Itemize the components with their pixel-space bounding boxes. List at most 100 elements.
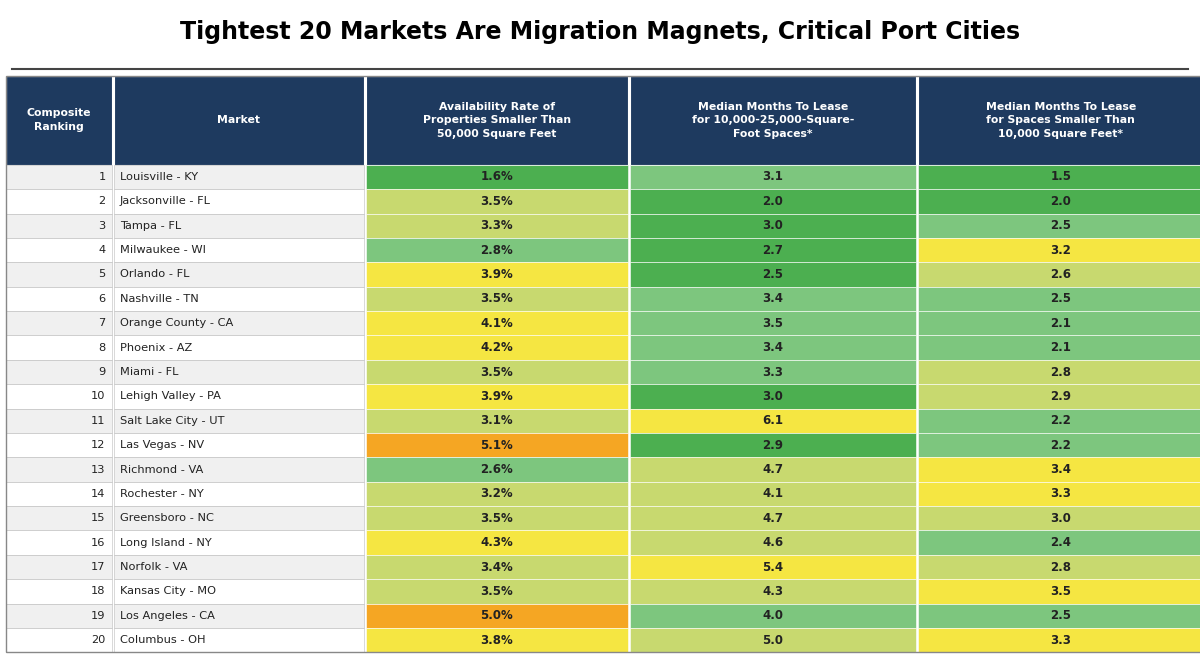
FancyBboxPatch shape xyxy=(918,238,1200,262)
FancyBboxPatch shape xyxy=(630,457,916,482)
FancyBboxPatch shape xyxy=(918,604,1200,628)
FancyBboxPatch shape xyxy=(630,189,916,214)
FancyBboxPatch shape xyxy=(630,482,916,506)
Text: Median Months To Lease
for Spaces Smaller Than
10,000 Square Feet*: Median Months To Lease for Spaces Smalle… xyxy=(985,101,1136,139)
Text: 3.4%: 3.4% xyxy=(480,561,514,573)
Text: 3.2%: 3.2% xyxy=(480,488,514,500)
Text: 15: 15 xyxy=(91,513,106,523)
Text: Tampa - FL: Tampa - FL xyxy=(120,221,181,231)
Text: Norfolk - VA: Norfolk - VA xyxy=(120,562,187,572)
FancyBboxPatch shape xyxy=(366,360,628,384)
FancyBboxPatch shape xyxy=(6,604,112,628)
Text: 9: 9 xyxy=(98,367,106,377)
FancyBboxPatch shape xyxy=(630,555,916,579)
FancyBboxPatch shape xyxy=(6,335,112,360)
FancyBboxPatch shape xyxy=(6,506,112,530)
Text: 2.9: 2.9 xyxy=(1050,390,1072,403)
FancyBboxPatch shape xyxy=(114,360,364,384)
Text: 3.0: 3.0 xyxy=(762,219,784,232)
FancyBboxPatch shape xyxy=(366,409,628,433)
FancyBboxPatch shape xyxy=(630,335,916,360)
FancyBboxPatch shape xyxy=(114,311,364,335)
FancyBboxPatch shape xyxy=(630,506,916,530)
FancyBboxPatch shape xyxy=(918,165,1200,189)
Text: 1.6%: 1.6% xyxy=(480,171,514,183)
FancyBboxPatch shape xyxy=(6,287,112,311)
FancyBboxPatch shape xyxy=(114,530,364,555)
Text: 3.5: 3.5 xyxy=(1050,585,1072,598)
Text: Nashville - TN: Nashville - TN xyxy=(120,294,199,304)
FancyBboxPatch shape xyxy=(366,238,628,262)
Text: 4.6: 4.6 xyxy=(762,536,784,549)
FancyBboxPatch shape xyxy=(114,287,364,311)
FancyBboxPatch shape xyxy=(6,433,112,457)
FancyBboxPatch shape xyxy=(630,214,916,238)
FancyBboxPatch shape xyxy=(918,530,1200,555)
FancyBboxPatch shape xyxy=(114,238,364,262)
Text: 2.0: 2.0 xyxy=(1050,195,1072,208)
FancyBboxPatch shape xyxy=(114,262,364,287)
FancyBboxPatch shape xyxy=(114,628,364,652)
FancyBboxPatch shape xyxy=(918,506,1200,530)
Text: 3: 3 xyxy=(98,221,106,231)
Text: Milwaukee - WI: Milwaukee - WI xyxy=(120,245,206,255)
FancyBboxPatch shape xyxy=(918,262,1200,287)
FancyBboxPatch shape xyxy=(630,360,916,384)
Text: 1: 1 xyxy=(98,172,106,182)
FancyBboxPatch shape xyxy=(6,238,112,262)
Text: 5.1%: 5.1% xyxy=(480,439,514,451)
Text: 8: 8 xyxy=(98,343,106,353)
FancyBboxPatch shape xyxy=(114,433,364,457)
Text: Jacksonville - FL: Jacksonville - FL xyxy=(120,196,211,206)
FancyBboxPatch shape xyxy=(918,457,1200,482)
FancyBboxPatch shape xyxy=(918,482,1200,506)
Text: 2.2: 2.2 xyxy=(1050,439,1072,451)
Text: 3.3: 3.3 xyxy=(1050,488,1072,500)
Text: Miami - FL: Miami - FL xyxy=(120,367,179,377)
FancyBboxPatch shape xyxy=(918,311,1200,335)
Text: 2.9: 2.9 xyxy=(762,439,784,451)
FancyBboxPatch shape xyxy=(114,76,364,165)
Text: 19: 19 xyxy=(91,611,106,621)
Text: 1.5: 1.5 xyxy=(1050,171,1072,183)
Text: Columbus - OH: Columbus - OH xyxy=(120,635,205,645)
Text: 4.3%: 4.3% xyxy=(480,536,514,549)
FancyBboxPatch shape xyxy=(630,165,916,189)
Text: Lehigh Valley - PA: Lehigh Valley - PA xyxy=(120,391,221,401)
Text: 2.5: 2.5 xyxy=(1050,293,1072,305)
Text: 20: 20 xyxy=(91,635,106,645)
Text: 10: 10 xyxy=(91,391,106,401)
FancyBboxPatch shape xyxy=(630,384,916,409)
FancyBboxPatch shape xyxy=(366,165,628,189)
Text: 11: 11 xyxy=(91,416,106,426)
FancyBboxPatch shape xyxy=(918,579,1200,604)
FancyBboxPatch shape xyxy=(918,214,1200,238)
Text: 4.3: 4.3 xyxy=(762,585,784,598)
Text: 2.5: 2.5 xyxy=(762,268,784,281)
Text: 3.5%: 3.5% xyxy=(480,366,514,378)
FancyBboxPatch shape xyxy=(6,189,112,214)
FancyBboxPatch shape xyxy=(6,628,112,652)
FancyBboxPatch shape xyxy=(114,335,364,360)
FancyBboxPatch shape xyxy=(114,457,364,482)
FancyBboxPatch shape xyxy=(6,311,112,335)
FancyBboxPatch shape xyxy=(918,409,1200,433)
Text: 4.2%: 4.2% xyxy=(480,341,514,354)
Text: 3.9%: 3.9% xyxy=(480,390,514,403)
Text: Tightest 20 Markets Are Migration Magnets, Critical Port Cities: Tightest 20 Markets Are Migration Magnet… xyxy=(180,20,1020,43)
Text: 5.0%: 5.0% xyxy=(480,610,514,622)
Text: Long Island - NY: Long Island - NY xyxy=(120,538,211,548)
FancyBboxPatch shape xyxy=(630,628,916,652)
Text: Composite
Ranking: Composite Ranking xyxy=(26,109,91,132)
FancyBboxPatch shape xyxy=(114,482,364,506)
FancyBboxPatch shape xyxy=(114,165,364,189)
FancyBboxPatch shape xyxy=(366,262,628,287)
Text: 3.3: 3.3 xyxy=(762,366,784,378)
Text: 4.0: 4.0 xyxy=(762,610,784,622)
Text: Louisville - KY: Louisville - KY xyxy=(120,172,198,182)
FancyBboxPatch shape xyxy=(918,76,1200,165)
FancyBboxPatch shape xyxy=(6,384,112,409)
FancyBboxPatch shape xyxy=(6,530,112,555)
FancyBboxPatch shape xyxy=(6,76,112,165)
Text: Orange County - CA: Orange County - CA xyxy=(120,318,233,328)
